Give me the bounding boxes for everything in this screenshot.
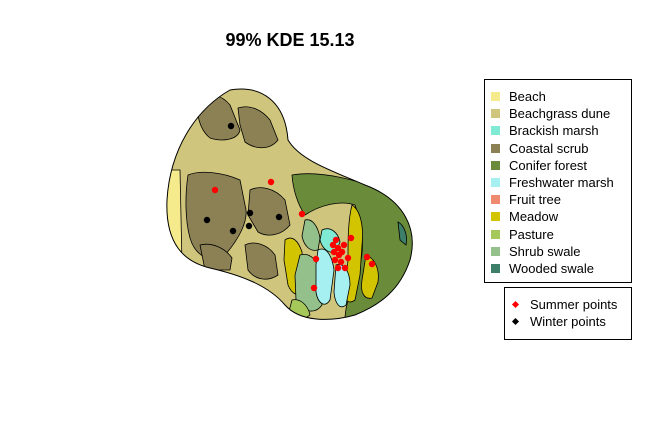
summer-point xyxy=(363,253,371,261)
legend-item: Summer points xyxy=(511,296,618,313)
summer-point xyxy=(331,256,339,264)
legend-item: Pasture xyxy=(491,226,554,243)
legend-swatch xyxy=(491,178,500,187)
summer-point xyxy=(347,234,355,242)
legend-item: Brackish marsh xyxy=(491,122,599,139)
legend-swatch xyxy=(491,195,500,205)
legend-label: Brackish marsh xyxy=(509,123,599,139)
summer-point xyxy=(310,284,318,292)
legend-label: Coastal scrub xyxy=(509,140,589,156)
habitat-wooded-swale xyxy=(397,221,407,246)
legend-swatch xyxy=(491,246,500,256)
summer-point xyxy=(341,264,349,272)
habitat-coastal-scrub xyxy=(237,106,279,149)
legend-swatch xyxy=(491,143,500,153)
legend-label: Meadow xyxy=(509,209,559,225)
legend-swatch xyxy=(491,229,500,239)
legend-marker xyxy=(511,317,520,326)
legend-swatch xyxy=(491,160,500,170)
legend-label: Beach xyxy=(509,89,546,104)
summer-point xyxy=(368,260,376,268)
legend-item: Freshwater marsh xyxy=(491,174,614,191)
legend-label: Freshwater marsh xyxy=(509,175,614,190)
summer-point xyxy=(298,210,306,218)
habitat-beach xyxy=(166,169,183,266)
summer-point xyxy=(330,248,338,256)
legend-marker xyxy=(511,300,520,309)
legend-label: Wooded swale xyxy=(509,261,595,276)
winter-point xyxy=(227,122,235,130)
summer-point xyxy=(344,254,352,262)
legend-item: Fruit tree xyxy=(491,191,561,208)
legend-item: Beachgrass dune xyxy=(491,105,610,122)
legend-item: Shrub swale xyxy=(491,243,581,260)
legend-label: Fruit tree xyxy=(509,192,562,208)
winter-point xyxy=(275,213,283,221)
chart-title: 99% KDE 15.13 xyxy=(225,30,355,50)
legend-item: Winter points xyxy=(511,313,606,330)
summer-point xyxy=(267,178,275,186)
summer-point xyxy=(332,236,340,244)
legend-label: Summer points xyxy=(530,297,618,312)
summer-point xyxy=(329,241,337,249)
legend-swatch xyxy=(491,264,500,273)
legend-item: Beach xyxy=(491,88,546,105)
winter-point xyxy=(246,209,254,217)
habitat-coastal-scrub xyxy=(244,242,279,280)
legend-label: Beachgrass dune xyxy=(509,106,611,122)
habitat-freshwater-marsh xyxy=(315,248,335,305)
summer-point xyxy=(340,241,348,249)
summer-point xyxy=(211,186,219,194)
winter-point xyxy=(229,227,237,235)
kde-contour xyxy=(166,88,413,320)
legend-swatch xyxy=(491,109,500,119)
legend-label: Pasture xyxy=(509,226,554,242)
habitat-coastal-scrub xyxy=(247,187,291,236)
points-legend: Summer points Winter points xyxy=(504,287,632,340)
legend-swatch xyxy=(491,92,500,101)
winter-point xyxy=(245,222,253,230)
summer-point xyxy=(312,255,320,263)
legend-label: Conifer forest xyxy=(509,157,588,173)
habitat-legend: Beach Beachgrass dune Brackish marsh Coasta… xyxy=(484,79,632,283)
legend-label: Winter points xyxy=(530,314,606,329)
summer-point xyxy=(337,258,345,266)
summer-point xyxy=(334,264,342,272)
legend-item: Coastal scrub xyxy=(491,140,588,157)
legend-swatch xyxy=(491,126,500,136)
legend-item: Meadow xyxy=(491,208,558,225)
summer-point xyxy=(334,244,342,252)
habitat-coastal-scrub xyxy=(199,243,233,271)
winter-point xyxy=(203,216,211,224)
legend-item: Wooded swale xyxy=(491,260,594,277)
legend-item: Conifer forest xyxy=(491,157,587,174)
legend-label: Shrub swale xyxy=(509,243,581,259)
points-layer xyxy=(203,122,376,292)
legend-swatch xyxy=(491,212,500,222)
summer-point xyxy=(338,248,346,256)
